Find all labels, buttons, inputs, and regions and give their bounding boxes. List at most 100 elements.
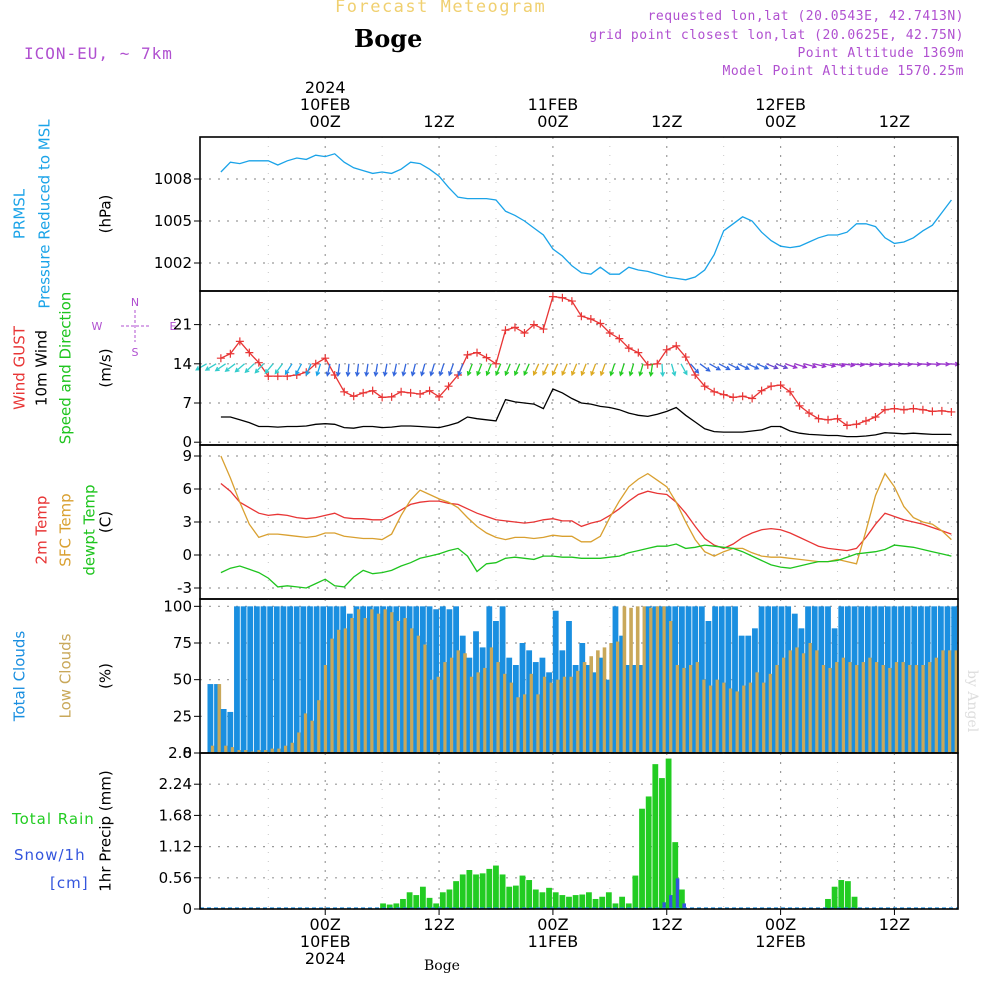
gust-marker <box>833 414 842 423</box>
top-time-label: 11FEB <box>528 95 579 114</box>
wind-arrow <box>295 363 303 376</box>
primary-bar <box>260 606 267 753</box>
gust-marker <box>814 414 823 423</box>
gust-marker <box>615 334 624 343</box>
secondary-bar <box>728 688 733 753</box>
primary-bar <box>825 898 831 909</box>
wind-arrow <box>609 363 616 377</box>
primary-bar <box>459 874 466 909</box>
wind-arrow <box>542 363 549 376</box>
primary-bar <box>546 672 552 753</box>
wind-arrow <box>401 363 407 377</box>
wind-arrow <box>775 363 789 370</box>
primary-bar <box>745 635 752 753</box>
gust-marker <box>662 345 671 354</box>
secondary-bar <box>615 641 620 753</box>
wind-arrow <box>457 363 464 377</box>
gust-marker <box>264 372 273 381</box>
primary-bar <box>220 709 227 753</box>
secondary-bar <box>622 606 627 753</box>
secondary-bar <box>748 682 753 753</box>
primary-bar <box>798 628 805 753</box>
gust-marker <box>672 341 681 350</box>
secondary-bar <box>828 667 833 753</box>
primary-bar <box>380 606 386 753</box>
wind-arrow <box>438 363 445 377</box>
secondary-bar <box>775 665 779 753</box>
secondary-bar <box>629 607 633 753</box>
primary-bar <box>446 609 453 753</box>
secondary-bar <box>768 673 773 753</box>
gust-marker <box>795 401 804 410</box>
primary-bar <box>512 885 519 909</box>
wind-arrow <box>195 363 207 371</box>
y-tick-label: 0.56 <box>159 869 192 887</box>
y-tick-label: 1005 <box>154 212 192 230</box>
primary-bar <box>406 606 413 753</box>
secondary-bar <box>303 713 308 753</box>
wind-arrow <box>315 363 322 377</box>
primary-bar <box>360 606 367 753</box>
wind-arrow <box>448 363 454 377</box>
primary-bar <box>526 650 533 753</box>
wind-arrow <box>718 363 731 371</box>
secondary-bar <box>755 672 760 753</box>
wind-arrow <box>345 363 351 378</box>
gust-marker <box>748 394 757 403</box>
gust-marker <box>710 387 719 396</box>
secondary-bar <box>841 657 846 753</box>
gust-marker <box>529 320 538 329</box>
y-tick-label: 3 <box>182 513 192 531</box>
wind-arrow <box>214 363 226 372</box>
secondary-bar <box>237 750 242 753</box>
secondary-bar <box>821 665 826 753</box>
gust-marker <box>852 420 861 429</box>
secondary-bar <box>376 613 381 753</box>
secondary-bar <box>868 657 872 753</box>
direction-label: Speed and Direction <box>57 292 75 445</box>
primary-bar <box>552 892 559 909</box>
panel-frame <box>199 136 959 292</box>
sfc-temp-label: SFC Temp <box>57 493 75 566</box>
primary-bar <box>439 892 446 909</box>
secondary-bar <box>390 612 394 753</box>
bottom-time-label: 2024 <box>305 949 346 968</box>
primary-bar <box>752 628 758 753</box>
primary-bar <box>639 665 645 753</box>
wind-arrow <box>244 363 255 374</box>
secondary-bar <box>894 662 899 753</box>
gust-marker <box>729 393 738 402</box>
y-tick-label: 75 <box>173 634 192 652</box>
gust-marker <box>890 404 899 413</box>
compass-e: E <box>170 320 177 333</box>
series-line <box>220 153 952 281</box>
primary-bar <box>791 613 798 753</box>
primary-bar <box>625 665 632 753</box>
gust-marker <box>634 348 643 357</box>
primary-bar <box>771 606 778 753</box>
secondary-bar <box>954 650 959 753</box>
secondary-bar <box>742 685 746 753</box>
primary-bar <box>207 684 214 753</box>
wind-arrow <box>580 363 587 377</box>
secondary-bar <box>635 606 640 753</box>
primary-bar <box>652 764 659 909</box>
wind-arrow <box>466 363 473 377</box>
primary-bar <box>951 606 958 753</box>
primary-bar <box>572 665 579 753</box>
wind-arrow <box>410 363 416 377</box>
gust-marker <box>548 292 557 301</box>
secondary-bar <box>788 650 793 753</box>
y-tick-label: -3 <box>177 579 192 597</box>
gust-marker <box>254 358 263 367</box>
primary-bar <box>479 873 486 909</box>
top-time-label: 12FEB <box>755 95 806 114</box>
primary-bar <box>473 874 479 909</box>
primary-bar <box>592 898 599 909</box>
primary-bar <box>645 796 652 909</box>
location-title: Boge <box>354 24 423 53</box>
primary-bar <box>712 606 718 753</box>
primary-bar <box>386 904 393 909</box>
primary-bar <box>904 606 911 753</box>
